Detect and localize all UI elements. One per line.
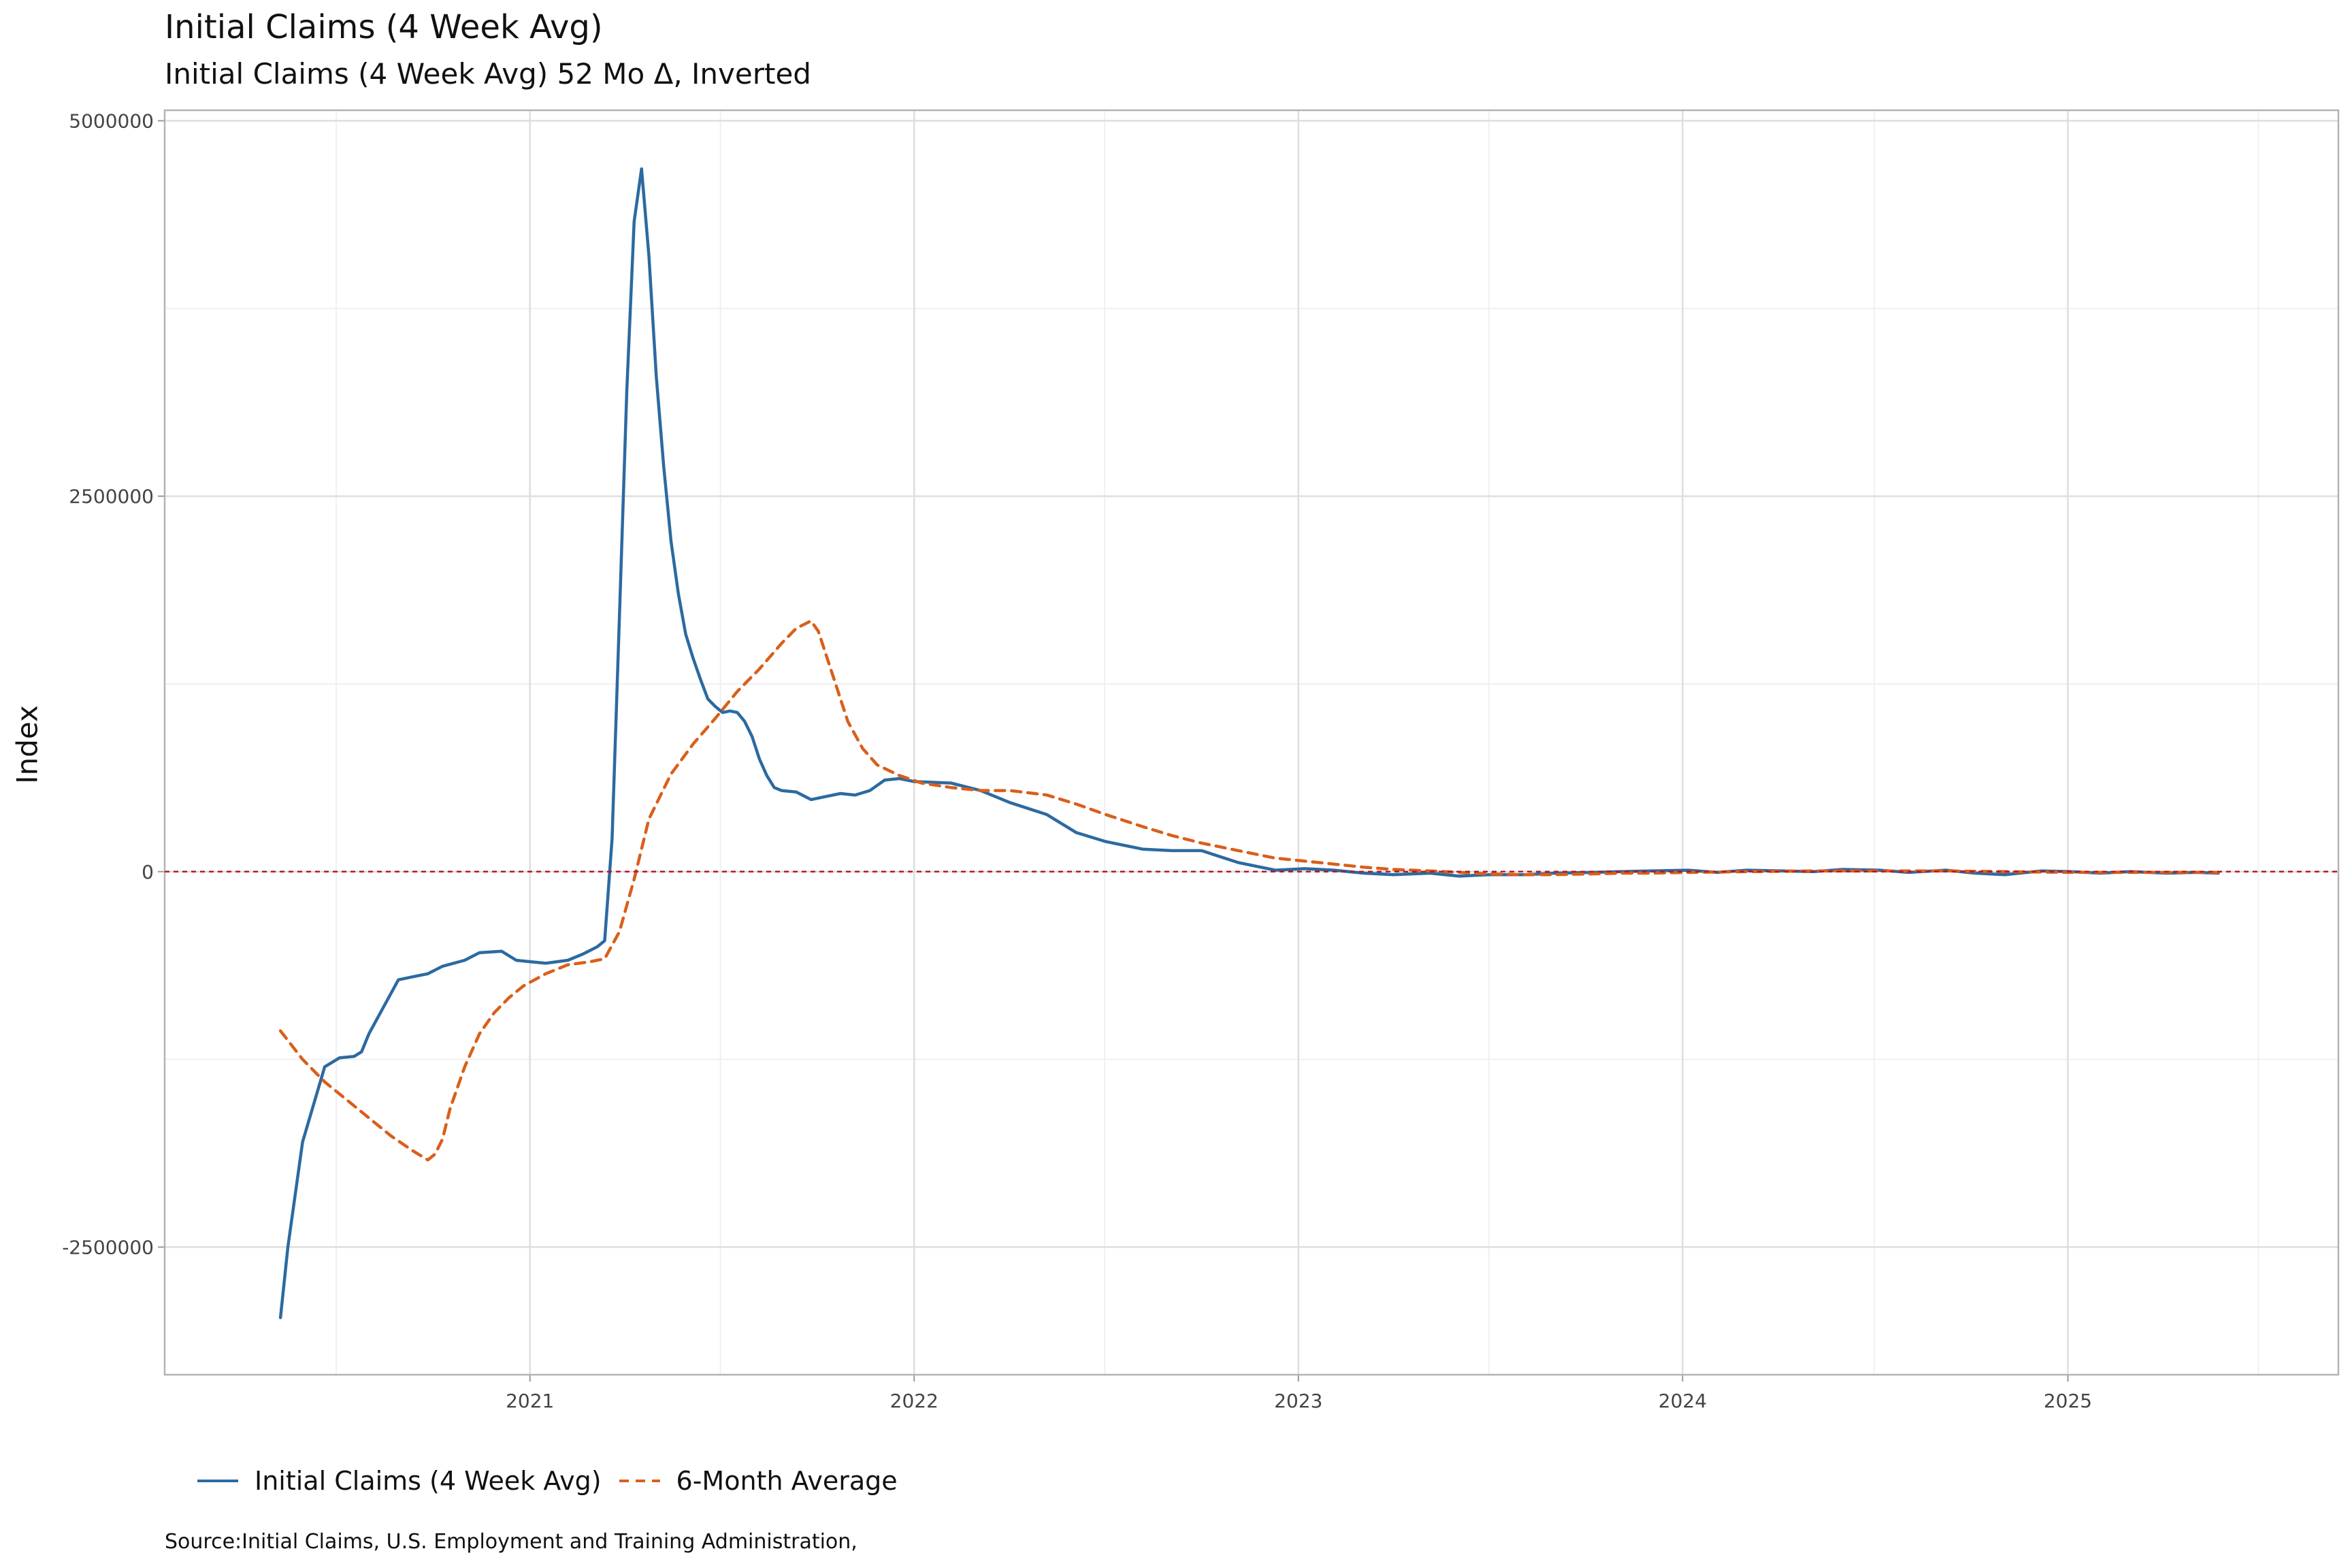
y-tick-label: 2500000 bbox=[69, 485, 154, 508]
y-tick-label: -2500000 bbox=[62, 1236, 154, 1258]
series-line-6-month-average bbox=[278, 619, 2220, 1162]
x-tick-label: 2021 bbox=[506, 1390, 554, 1412]
plot-panel-border bbox=[163, 109, 2340, 1376]
legend-item-initial-claims: Initial Claims (4 Week Avg) bbox=[196, 1466, 602, 1496]
legend-key-dashed-line bbox=[619, 1480, 660, 1482]
chart-subtitle: Initial Claims (4 Week Avg) 52 Mo Δ, Inv… bbox=[165, 57, 811, 91]
chart-title: Initial Claims (4 Week Avg) bbox=[165, 8, 603, 46]
legend-item-6-month-average: 6-Month Average bbox=[618, 1466, 898, 1496]
legend: Initial Claims (4 Week Avg) 6-Month Aver… bbox=[196, 1460, 914, 1501]
legend-label-initial-claims: Initial Claims (4 Week Avg) bbox=[255, 1466, 602, 1496]
x-tick-label: 2023 bbox=[1274, 1390, 1322, 1412]
x-tick-label: 2024 bbox=[1659, 1390, 1707, 1412]
legend-label-6-month-average: 6-Month Average bbox=[676, 1466, 898, 1496]
y-tick-label: 0 bbox=[142, 861, 154, 883]
legend-key-solid-line bbox=[197, 1480, 238, 1482]
x-tick-label: 2022 bbox=[890, 1390, 938, 1412]
source-note: Source:Initial Claims, U.S. Employment a… bbox=[165, 1530, 858, 1554]
y-tick-label: 5000000 bbox=[69, 110, 154, 132]
x-tick-label: 2025 bbox=[2044, 1390, 2092, 1412]
series-line-initial-claims bbox=[278, 167, 2220, 1320]
